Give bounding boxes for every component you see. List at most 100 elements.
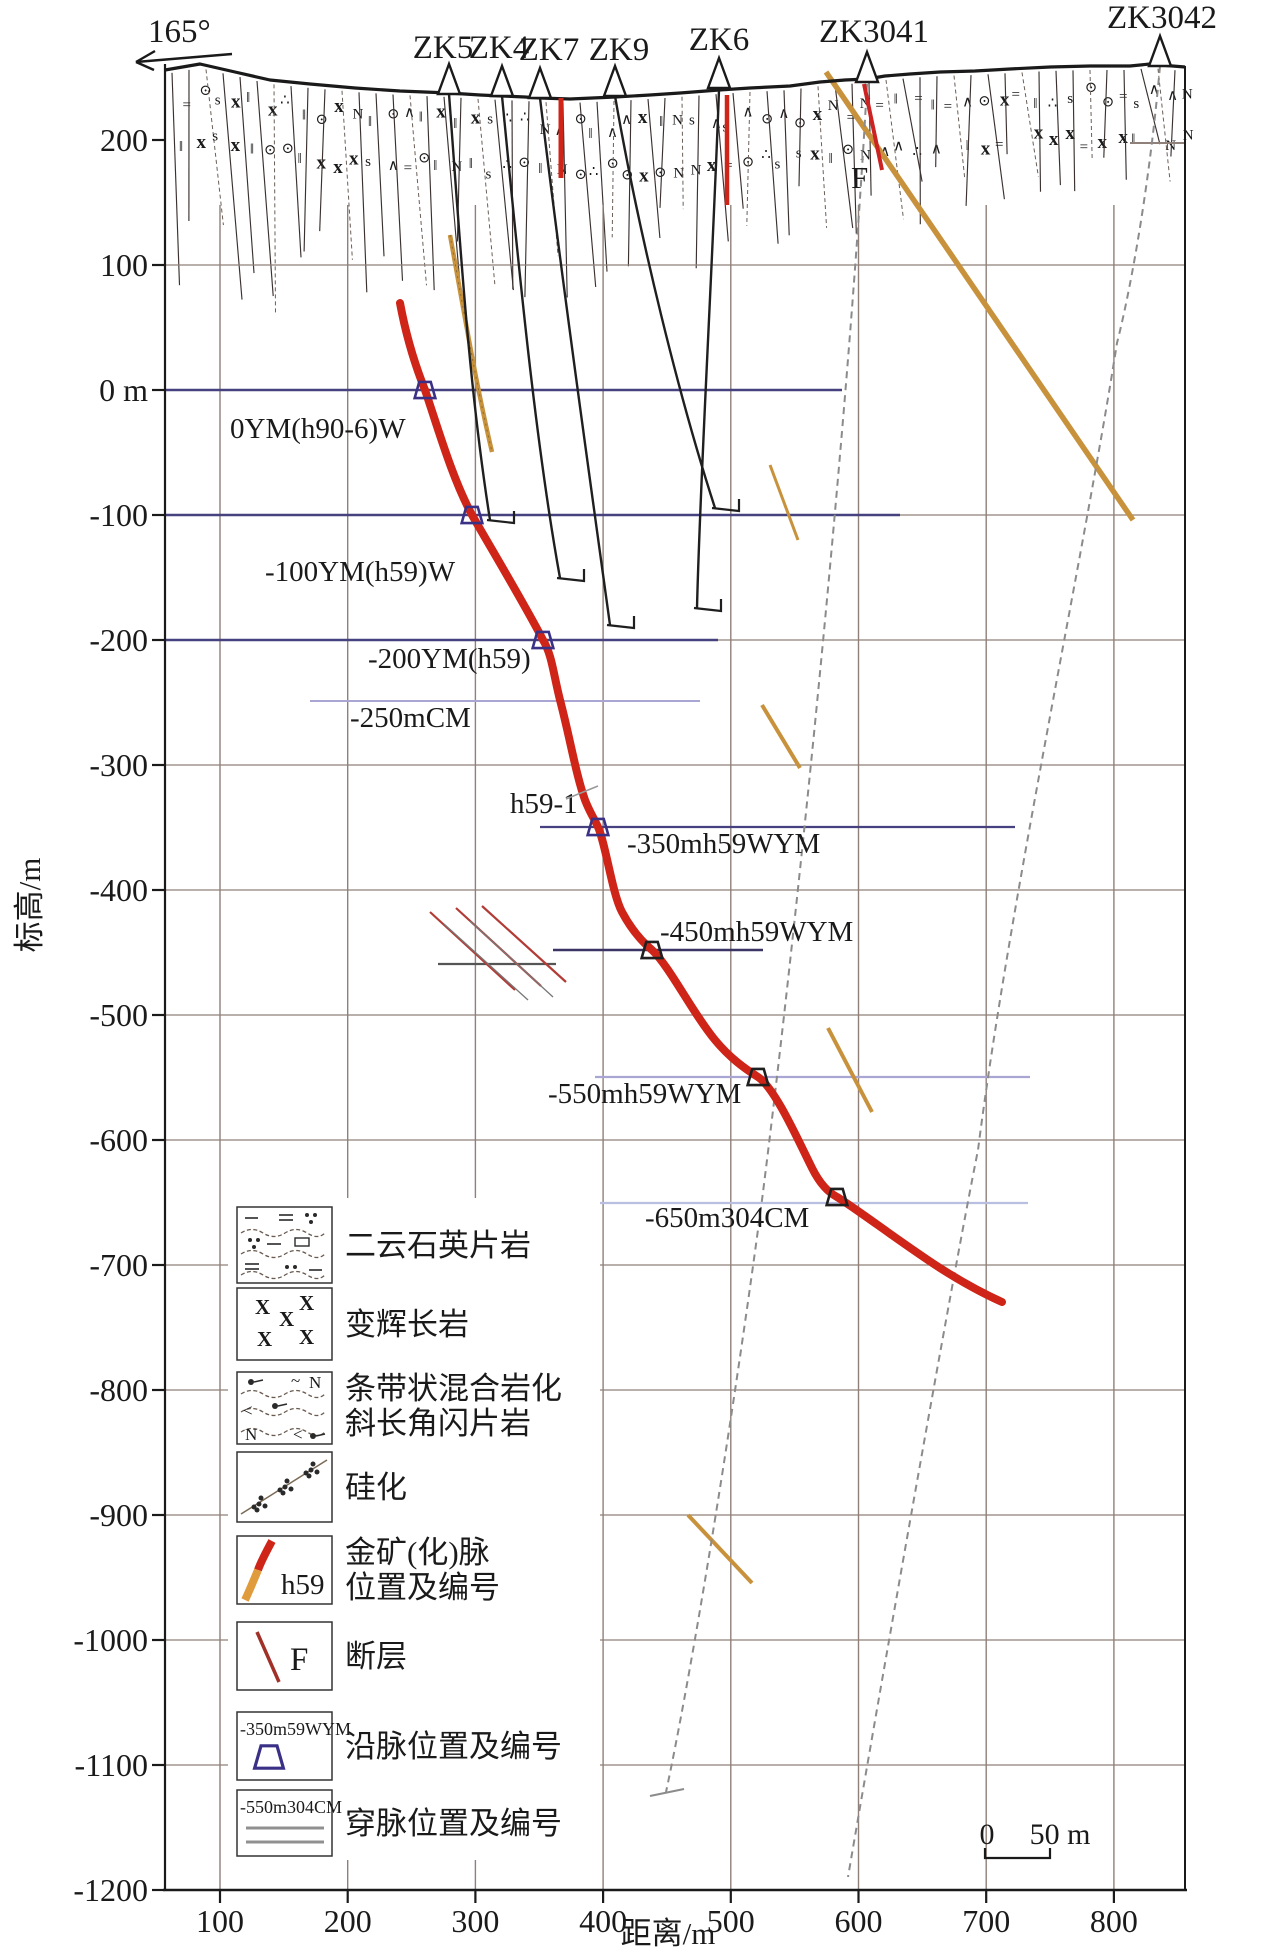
scale-bar-bracket [983,1848,1052,1860]
x-tick-label: 200 [324,1903,372,1939]
drift-marker [585,817,611,837]
lithology-glyph: ‖ [931,97,935,113]
lithology-glyph: N [860,96,871,112]
foliation-stroke [256,80,274,297]
drift-marker [824,1187,850,1207]
legend-item-mica-quartz-schist: 二云石英片岩 [236,1206,531,1284]
x-tick-label: 500 [707,1903,755,1939]
foliation-stroke [205,69,224,226]
legend-vein-red [254,1539,276,1572]
y-tick-label: -1000 [73,1622,148,1658]
lithology-glyph: ⊙ [281,141,294,157]
lithology-glyph: s [1067,91,1073,107]
lithology-glyph: = [183,97,191,113]
lithology-glyph: x [813,104,823,125]
tan-segment [686,1513,754,1585]
level-label: -650m304CM [645,1202,809,1234]
silica-cluster-dot [262,1503,268,1509]
legend-label: 条带状混合岩化 [345,1371,562,1406]
legend-item-gold-vein: 金矿(化)脉位置及编号 h59 [236,1535,500,1605]
lithology-glyph: x [1118,127,1128,148]
tan-alteration-curve [447,234,495,453]
borehole-label: ZK7 [519,32,580,68]
borehole-end-foot [556,569,586,583]
foliation-stroke [695,95,700,269]
lithology-glyph: x [638,107,648,128]
lithology-glyph: ∧ [1149,82,1160,98]
x-axis-title: 距离/m [621,1916,716,1949]
borehole-collar-triangle [706,54,732,90]
lithology-glyph: x [334,96,344,117]
foliation-stroke [392,94,404,281]
borehole-end-foot [486,511,516,525]
lithology-glyph: N [451,159,462,175]
borehole-traces [447,89,741,630]
y-tick-label: -700 [89,1247,148,1283]
foliation-stroke [935,76,938,168]
fault-label: F [851,160,868,195]
x-tick-label: 100 [196,1903,244,1939]
lithology-glyph: ‖ [298,151,302,167]
foliation-stroke [965,75,972,206]
foliation-stroke [902,78,923,182]
legend-label: 断层 [345,1639,407,1674]
lithology-glyph: s [775,156,781,172]
rect-mark [294,1237,310,1247]
lithology-glyph: ∧ [388,158,399,174]
scale-bar-length: 50 m [1030,1818,1091,1851]
level-label: -200YM(h59) [368,643,531,675]
mineralization-hatch [429,905,567,1001]
legend-label: 变辉长岩 [345,1307,469,1342]
legend-label-line2: 位置及编号 [345,1570,500,1605]
lithology-glyph: ∧ [778,106,789,122]
foliation-stroke [273,84,276,313]
lithology-glyph: x [197,132,207,153]
foliation-stroke [783,90,790,236]
y-tick-label: -200 [89,622,148,658]
borehole-collar-triangle [527,64,553,100]
foliation-stroke [239,77,255,274]
foliation-stroke [524,101,530,298]
drift-marker [459,505,485,525]
gray-hatch-line [469,920,554,998]
foliation-stroke [290,86,302,258]
dot [285,1265,289,1269]
legend-label: 沿脉位置及编号 [345,1729,562,1764]
drift-marker [639,940,665,960]
lithology-glyph: N [353,106,364,122]
crosscut-symbol [236,1789,333,1857]
y-tick-label: -1200 [73,1872,148,1908]
lithology-glyph: ‖ [368,114,372,130]
gold-vein-symbol [236,1535,333,1605]
lithology-glyph: = [847,110,855,126]
lithology-glyph: N [672,112,683,128]
legend-item-fault: 断层 F [236,1621,407,1691]
surface-lithology-band: =‖⊙xssxx‖‖x⊙∴⊙‖‖⊙xxxNx‖s⊙∧∧=‖⊙x‖‖Nx‖ss∴∴… [171,68,1194,313]
lithology-glyph: s [215,93,221,109]
x-tick-label: 400 [579,1903,627,1939]
lithology-glyph: N [1182,87,1193,103]
silica-cluster-dot [256,1501,262,1507]
lithology-glyph: ∧ [621,112,632,128]
silica-cluster-dot [288,1486,294,1492]
lithology-glyph: x [707,155,717,176]
foliation-stroke [1123,69,1127,180]
lithology-glyph: N [691,162,702,178]
lithology-glyph: ‖ [419,109,423,125]
lithology-glyph: x [1097,132,1107,153]
silica-cluster-dot [306,1473,312,1479]
tan-segment [768,464,800,541]
foliation-stroke [1157,68,1171,182]
lithology-glyph: ∴ [502,157,512,173]
lithology-glyph: ‖ [469,156,473,172]
lithology-glyph: ∧ [607,125,618,141]
lithology-glyph: ‖ [538,161,542,177]
drift-marker [745,1067,771,1087]
lithology-glyph: = [1119,89,1127,105]
foliation-stroke [319,89,326,232]
lithology-glyph: ‖ [966,138,970,154]
y-tick-label: 200 [100,122,148,158]
lithology-glyph: ‖ [433,158,437,174]
borehole-collar-triangle [602,62,628,98]
foliation-stroke [659,97,666,208]
